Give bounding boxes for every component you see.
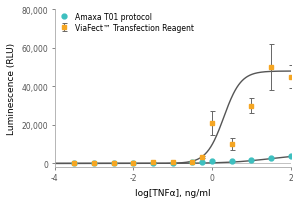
Amaxa T01 protocol <box>92 162 96 165</box>
Amaxa T01 protocol <box>289 155 292 157</box>
Amaxa T01 protocol <box>190 161 194 164</box>
Amaxa T01 protocol <box>112 162 115 165</box>
Amaxa T01 protocol <box>210 161 214 163</box>
Amaxa T01 protocol <box>200 161 204 163</box>
Amaxa T01 protocol <box>250 159 253 161</box>
Legend: Amaxa T01 protocol, ViaFect™ Transfection Reagent: Amaxa T01 protocol, ViaFect™ Transfectio… <box>57 13 194 32</box>
Amaxa T01 protocol <box>171 162 174 164</box>
Amaxa T01 protocol <box>151 162 155 164</box>
Line: Amaxa T01 protocol: Amaxa T01 protocol <box>72 154 293 166</box>
Y-axis label: Luminescence (RLU): Luminescence (RLU) <box>7 43 16 135</box>
X-axis label: log[TNFα], ng/ml: log[TNFα], ng/ml <box>135 188 210 197</box>
Amaxa T01 protocol <box>131 162 135 165</box>
Amaxa T01 protocol <box>230 160 233 162</box>
Amaxa T01 protocol <box>72 162 76 165</box>
Amaxa T01 protocol <box>269 157 273 159</box>
